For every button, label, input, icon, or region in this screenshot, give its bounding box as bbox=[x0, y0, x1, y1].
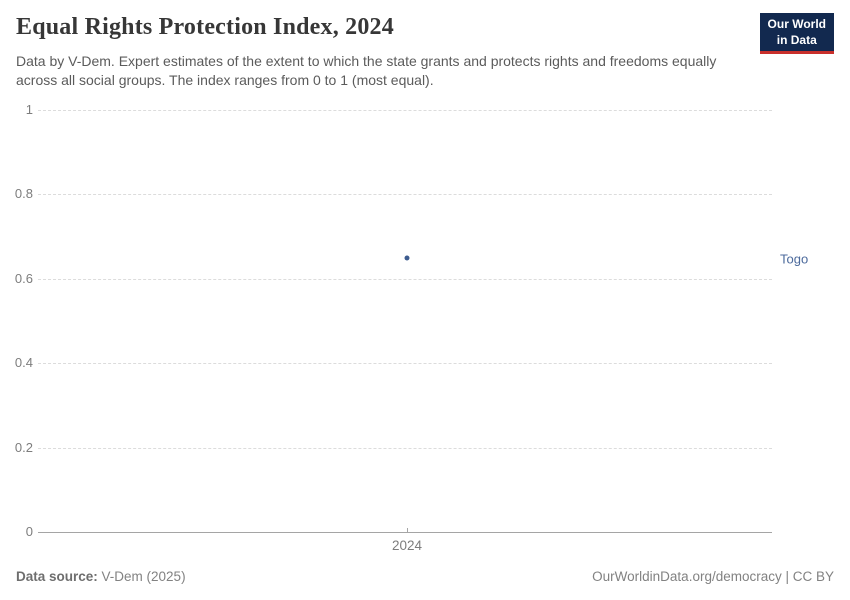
data-source-value: V-Dem (2025) bbox=[97, 569, 186, 584]
y-axis-tick-label: 0.6 bbox=[14, 271, 33, 286]
y-axis-tick-label: 0 bbox=[25, 524, 33, 539]
y-axis-tick-label: 0.2 bbox=[14, 440, 33, 455]
y-gridline bbox=[38, 363, 772, 364]
y-axis-tick-label: 0.8 bbox=[14, 186, 33, 201]
credit-link[interactable]: OurWorldinData.org/democracy | CC BY bbox=[592, 569, 834, 584]
y-gridline bbox=[38, 448, 772, 449]
data-source-note: Data source: V-Dem (2025) bbox=[16, 569, 186, 584]
owid-logo[interactable]: Our World in Data bbox=[759, 13, 834, 55]
entity-label[interactable]: Togo bbox=[780, 251, 809, 267]
y-gridline bbox=[38, 279, 772, 280]
owid-logo-line1: Our World bbox=[767, 17, 826, 31]
x-tick-mark bbox=[407, 528, 408, 532]
chart-subtitle: Data by V-Dem. Expert estimates of the e… bbox=[16, 53, 717, 89]
owid-logo-line2: in Data bbox=[776, 32, 817, 47]
x-axis-tick-label: 2024 bbox=[391, 538, 423, 553]
data-source-label: Data source: bbox=[16, 569, 98, 584]
y-gridline bbox=[38, 194, 772, 195]
footer: Data source: V-Dem (2025) OurWorldinData… bbox=[16, 569, 834, 584]
y-axis-tick-label: 1 bbox=[25, 102, 33, 117]
data-point[interactable] bbox=[404, 255, 410, 261]
x-axis-line bbox=[38, 532, 772, 533]
y-axis-tick-label: 0.4 bbox=[14, 355, 33, 370]
y-gridline bbox=[38, 110, 772, 111]
chart-title: Equal Rights Protection Index, 2024 bbox=[16, 14, 394, 40]
